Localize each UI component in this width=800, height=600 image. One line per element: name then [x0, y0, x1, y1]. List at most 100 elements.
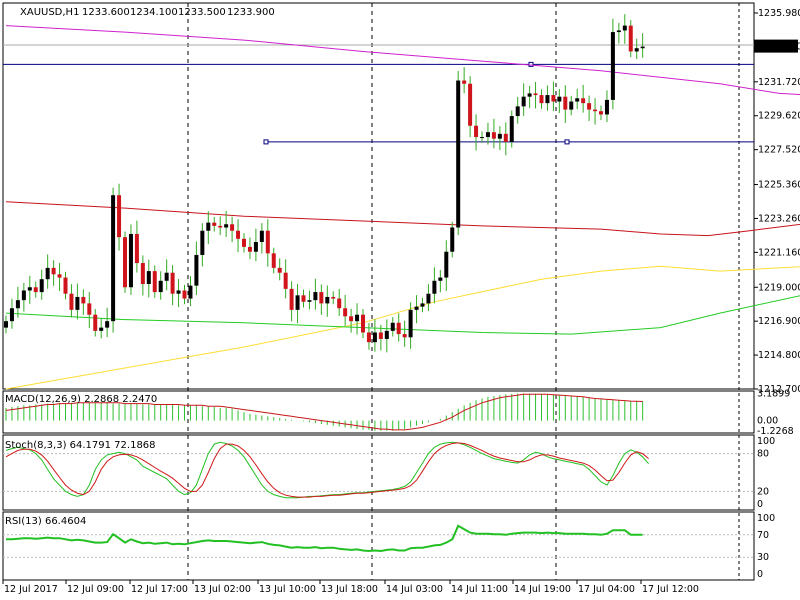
candle — [194, 241, 199, 296]
candle-body — [575, 98, 580, 102]
period-separators — [187, 3, 557, 580]
candle-body — [123, 237, 127, 288]
candle — [265, 219, 270, 267]
stoch-label: Stoch(8,3,3) 64.1791 72.1868 — [5, 440, 156, 451]
candle — [236, 219, 241, 253]
candle — [218, 216, 223, 236]
candle-body — [99, 327, 104, 331]
price-pane[interactable]: 1235.980 1231.720 1229.620 1227.520 1225.360… — [3, 7, 800, 395]
macd-axis: 3.1899 0.00-1.2268 — [757, 389, 794, 437]
candle — [57, 262, 62, 291]
candle — [604, 90, 609, 123]
candle-body — [295, 295, 300, 310]
candle — [545, 85, 550, 111]
candle-body — [599, 111, 603, 115]
candle — [527, 85, 532, 109]
candle — [533, 81, 538, 109]
candle — [259, 223, 264, 254]
candle — [581, 84, 586, 113]
candle-body — [426, 293, 431, 304]
price-axis: 1235.980 1231.720 1229.620 1227.520 1225.360… — [754, 8, 800, 395]
time-tick-label: 13 Jul 18:00 — [321, 584, 378, 595]
candle-body — [301, 295, 306, 302]
candle — [587, 95, 592, 122]
candle — [361, 309, 365, 339]
candle — [575, 88, 580, 110]
stoch-pane[interactable]: 100 80 20 0 Stoch(8,3,3) 64.1791 72.1868 — [3, 436, 775, 510]
candle-body — [277, 267, 282, 273]
candle — [15, 286, 20, 318]
candle-body — [450, 227, 455, 252]
candle — [27, 275, 32, 304]
candle-body — [515, 106, 520, 117]
candle-body — [247, 246, 252, 252]
stoch-tick-label: 100 — [757, 436, 775, 447]
candle — [539, 89, 544, 109]
candle — [408, 302, 413, 349]
candle-body — [569, 101, 574, 110]
candle-body — [206, 222, 211, 231]
candle-body — [271, 253, 276, 268]
candle — [81, 289, 86, 315]
current-price-text: 1233.900 — [757, 42, 800, 53]
candle-body — [265, 230, 270, 254]
symbol-label: XAUUSD,H1 — [20, 7, 79, 18]
macd-pane[interactable]: 3.1899 0.00-1.2268 MACD(12,26,9) 2.2868 2… — [5, 389, 794, 437]
candle — [182, 284, 187, 305]
candle-body — [372, 332, 377, 343]
candle — [438, 269, 443, 293]
candle-body — [236, 230, 241, 239]
candle-body — [146, 271, 151, 285]
candle — [242, 233, 246, 253]
candle-body — [176, 290, 181, 294]
candle — [212, 216, 217, 232]
price-tick-label: 1214.800 — [758, 350, 800, 361]
ohlc-open: 1233.600 — [82, 7, 130, 18]
candle-body — [509, 116, 514, 142]
time-tick-label: 12 Jul 09:00 — [67, 584, 124, 595]
time-tick-label: 13 Jul 10:00 — [259, 584, 316, 595]
price-tick-label: 1216.900 — [758, 316, 800, 327]
candle-body — [432, 280, 437, 294]
candle-body — [361, 314, 365, 333]
candle — [515, 96, 520, 124]
candle-body — [616, 30, 621, 33]
candle-body — [402, 334, 407, 338]
candle — [634, 38, 639, 60]
candle-body — [581, 98, 586, 104]
macd-tick-label: -1.2268 — [757, 426, 794, 437]
candle-body — [21, 290, 26, 301]
ohlc-high: 1234.100 — [130, 7, 178, 18]
pane-border-rsi — [2, 511, 755, 581]
candle-body — [188, 285, 193, 299]
candle — [557, 89, 562, 113]
candle — [610, 18, 615, 110]
candle-body — [105, 321, 110, 328]
macd-histogram — [5, 393, 644, 431]
candle-body — [533, 93, 538, 96]
candle — [99, 318, 104, 339]
candle-body — [325, 296, 330, 304]
price-tick-label: 1223.260 — [758, 213, 800, 224]
candle-body — [224, 224, 229, 228]
rsi-pane[interactable]: 100 70 30 0 RSI(13) 66.4604 — [3, 513, 775, 580]
candle — [51, 260, 56, 286]
candle — [521, 83, 526, 116]
candle-body — [9, 308, 14, 322]
candle-body — [545, 95, 550, 104]
candle-body — [93, 314, 98, 331]
candle-body — [259, 230, 264, 243]
candle-body — [366, 332, 371, 343]
candle-body — [462, 80, 467, 84]
candle — [271, 247, 276, 274]
candle-body — [212, 222, 217, 226]
candle — [33, 281, 38, 298]
candle — [569, 95, 574, 116]
ma-fast-line — [5, 265, 800, 390]
candle — [164, 259, 169, 291]
rsi-tick-label: 0 — [757, 569, 763, 580]
candle-body — [39, 279, 44, 293]
ohlc-low: 1233.500 — [178, 7, 226, 18]
candle-body — [87, 303, 92, 315]
